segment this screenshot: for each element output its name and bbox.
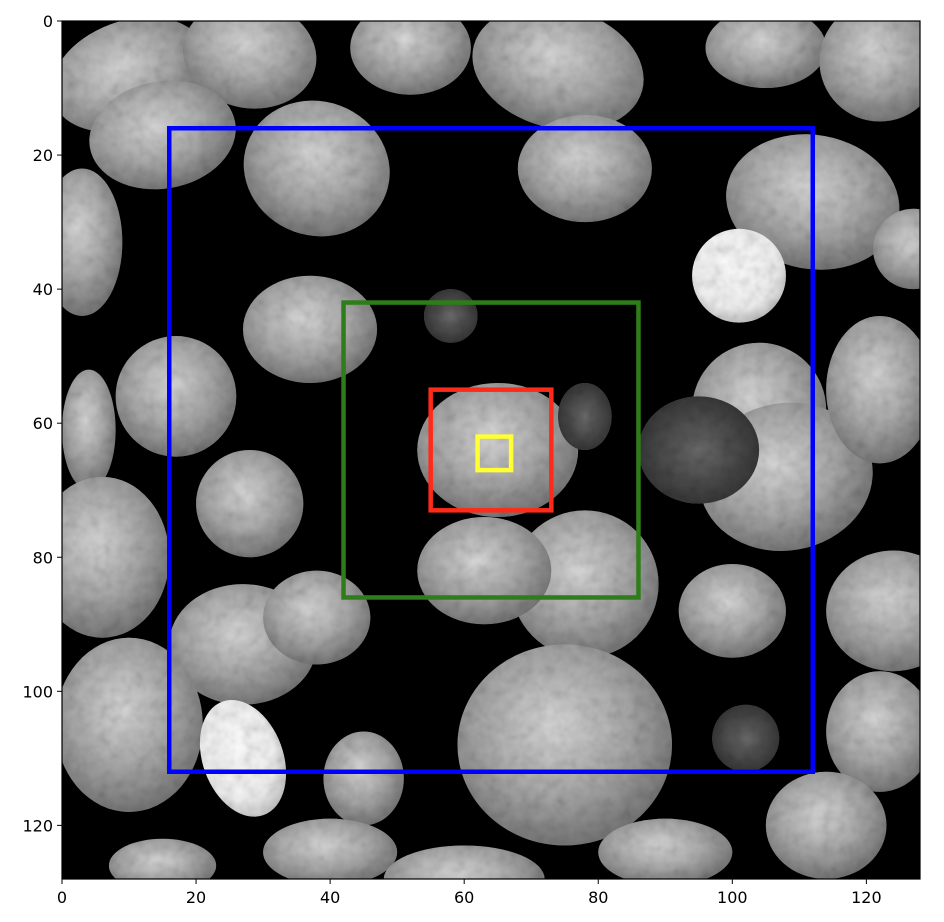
nucleus: [423, 289, 478, 343]
roi-overlays: [167, 126, 815, 774]
nucleus: [62, 476, 170, 638]
y-tick-label: 100: [22, 682, 53, 701]
nucleus: [62, 369, 116, 491]
y-tick-label: 120: [22, 816, 53, 835]
x-tick-label: 120: [851, 888, 882, 907]
y-tick-label: 40: [33, 280, 53, 299]
red-box: [428, 387, 554, 513]
nucleus: [62, 168, 123, 316]
nucleus: [115, 336, 237, 457]
green-box: [341, 300, 641, 600]
nucleus: [472, 21, 644, 131]
nucleus: [62, 637, 203, 812]
x-tick-label: 60: [454, 888, 474, 907]
nucleus: [638, 396, 760, 504]
nucleus: [517, 114, 652, 223]
x-axis: 0 20 40 60 80 100 120: [57, 879, 882, 907]
nucleus: [383, 845, 545, 879]
nucleus: [199, 700, 287, 817]
nucleus: [89, 80, 236, 190]
x-tick-label: 80: [588, 888, 608, 907]
nucleus: [417, 517, 552, 625]
nucleus: [819, 21, 920, 122]
y-tick-label: 80: [33, 548, 53, 567]
nucleus: [826, 671, 920, 792]
nucleus: [108, 838, 217, 879]
nucleus: [263, 570, 371, 665]
y-axis: 0 20 40 60 80 100 120: [22, 12, 62, 835]
nucleus: [826, 550, 920, 672]
axes-frame: [61, 20, 921, 880]
x-tick-label: 0: [57, 888, 67, 907]
y-tick-label: 20: [33, 146, 53, 165]
nucleus: [678, 563, 786, 658]
nucleus: [417, 382, 579, 518]
nucleus: [243, 100, 390, 237]
yellow-box: [475, 434, 514, 473]
nucleus: [350, 21, 471, 95]
nucleus: [705, 21, 827, 89]
nucleus: [873, 208, 920, 290]
nucleus: [323, 731, 404, 826]
x-tick-label: 100: [717, 888, 748, 907]
x-tick-label: 40: [320, 888, 340, 907]
nucleus: [712, 704, 780, 772]
microscopy-image: [62, 21, 920, 879]
y-tick-label: 60: [33, 414, 53, 433]
blue-box: [167, 126, 815, 774]
nucleus: [692, 228, 786, 323]
x-tick-label: 20: [186, 888, 206, 907]
nucleus: [598, 818, 733, 879]
nucleus: [196, 450, 304, 558]
nucleus: [826, 315, 920, 464]
nucleus: [511, 510, 659, 658]
nucleus: [558, 382, 612, 450]
nucleus: [263, 818, 398, 879]
nucleus: [183, 21, 317, 109]
nucleus: [242, 275, 378, 383]
nucleus: [765, 771, 887, 879]
nucleus: [457, 644, 672, 846]
y-tick-label: 0: [43, 12, 53, 31]
